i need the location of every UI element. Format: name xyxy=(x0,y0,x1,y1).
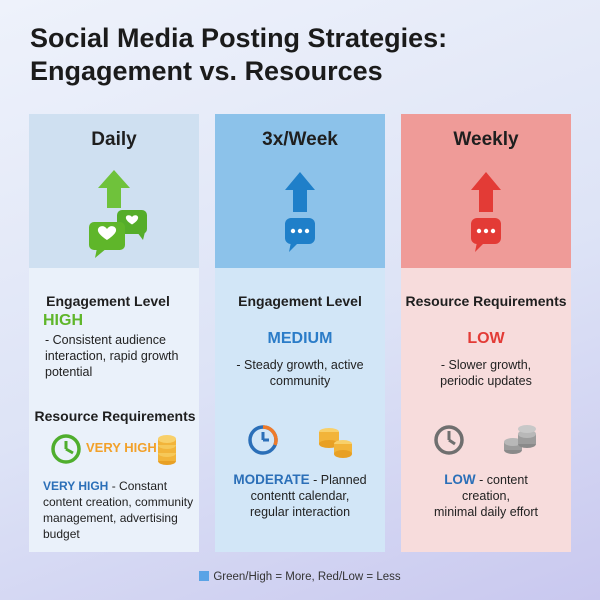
title-line-2: Engagement vs. Resources xyxy=(30,56,383,86)
resource-description-text-b: contentt calendar, xyxy=(250,489,350,503)
column-body-panel: Engagement Level HIGH - Consistent audie… xyxy=(29,268,199,552)
chat-bubble-icon xyxy=(285,218,315,252)
column-heading: Weekly xyxy=(453,129,519,150)
resource-description-text-a: - Slower growth, xyxy=(440,358,532,372)
engagement-description: - Steady growth, active community xyxy=(236,358,364,388)
engagement-description: - Consistent audience interaction, rapid… xyxy=(45,333,179,379)
red-up-arrow-icon xyxy=(471,172,501,212)
column-daily: Daily Engagement Level HIGH - Consistent… xyxy=(29,114,199,552)
column-header-panel: Weekly xyxy=(401,114,571,268)
column-body-panel: Resource Requirements LOW - Slower growt… xyxy=(401,268,571,552)
green-up-arrow-icon xyxy=(98,170,130,208)
column-header-panel: 3x/Week xyxy=(215,114,385,268)
resource-description: - Slower growth, periodic updates xyxy=(401,357,571,389)
legend-swatch xyxy=(199,571,210,581)
resource-level-value: LOW xyxy=(467,330,505,347)
gray-clock-icon xyxy=(434,425,464,455)
column-3x-week: 3x/Week Engagement Level MEDIUM - Steady… xyxy=(215,114,385,552)
progress-clock-icon xyxy=(248,425,278,455)
engagement-level-value: HIGH xyxy=(43,312,83,329)
resource-requirements-label: Resource Requirements xyxy=(34,408,196,424)
resource-description-text: - Constant content creation, community m… xyxy=(43,479,194,541)
title-line-1: Social Media Posting Strategies: xyxy=(30,23,448,53)
page-title: Social Media Posting Strategies: Engagem… xyxy=(30,22,570,88)
resource-description: VERY HIGH - Constant content creation, c… xyxy=(43,478,199,542)
resource-description-text-e: minimal daily effort xyxy=(434,505,538,519)
column-icon-group xyxy=(401,166,571,261)
coin-stack-icon xyxy=(158,435,176,465)
gray-coin-stack-icon xyxy=(504,425,536,454)
chat-bubble-icon xyxy=(471,218,501,252)
heart-chat-bubbles-icon xyxy=(89,210,147,258)
resource-level-value: MODERATE xyxy=(233,472,310,487)
legend-text: Green/High = More, Red/Low = Less xyxy=(213,571,401,583)
column-body-panel: Engagement Level MEDIUM - Steady growth,… xyxy=(215,268,385,552)
column-weekly: Weekly Resource Requirements LOW - Slowe… xyxy=(401,114,571,552)
engagement-level-value: MEDIUM xyxy=(267,330,333,347)
column-heading: Daily xyxy=(91,129,137,150)
column-header-panel: Daily xyxy=(29,114,199,268)
resource-level-value-2: LOW xyxy=(444,472,476,487)
resource-description-text-d: creation, xyxy=(462,489,510,503)
blue-up-arrow-icon xyxy=(285,172,315,212)
column-heading: 3x/Week xyxy=(262,129,338,150)
resource-description-2: LOW - content creation, minimal daily ef… xyxy=(401,472,571,520)
resource-description-text-a: - Planned xyxy=(309,473,367,487)
coin-stack-icon xyxy=(319,428,352,458)
legend: Green/High = More, Red/Low = Less xyxy=(0,571,600,583)
clock-icon xyxy=(51,434,81,464)
resource-level-value: VERY HIGH xyxy=(43,479,109,493)
column-icon-group xyxy=(215,166,385,261)
very-high-badge: VERY HIGH xyxy=(86,440,157,455)
resource-requirements-label: Resource Requirements xyxy=(405,293,567,309)
engagement-level-label: Engagement Level xyxy=(238,293,362,309)
resource-description-text-c: - content xyxy=(475,473,528,487)
engagement-level-label: Engagement Level xyxy=(46,293,170,309)
resource-description-text-b: periodic updates xyxy=(440,374,532,388)
resource-description-text-c: regular interaction xyxy=(249,505,351,519)
resource-description: MODERATE - Planned contentt calendar, re… xyxy=(215,472,385,520)
column-icon-group xyxy=(29,166,199,261)
